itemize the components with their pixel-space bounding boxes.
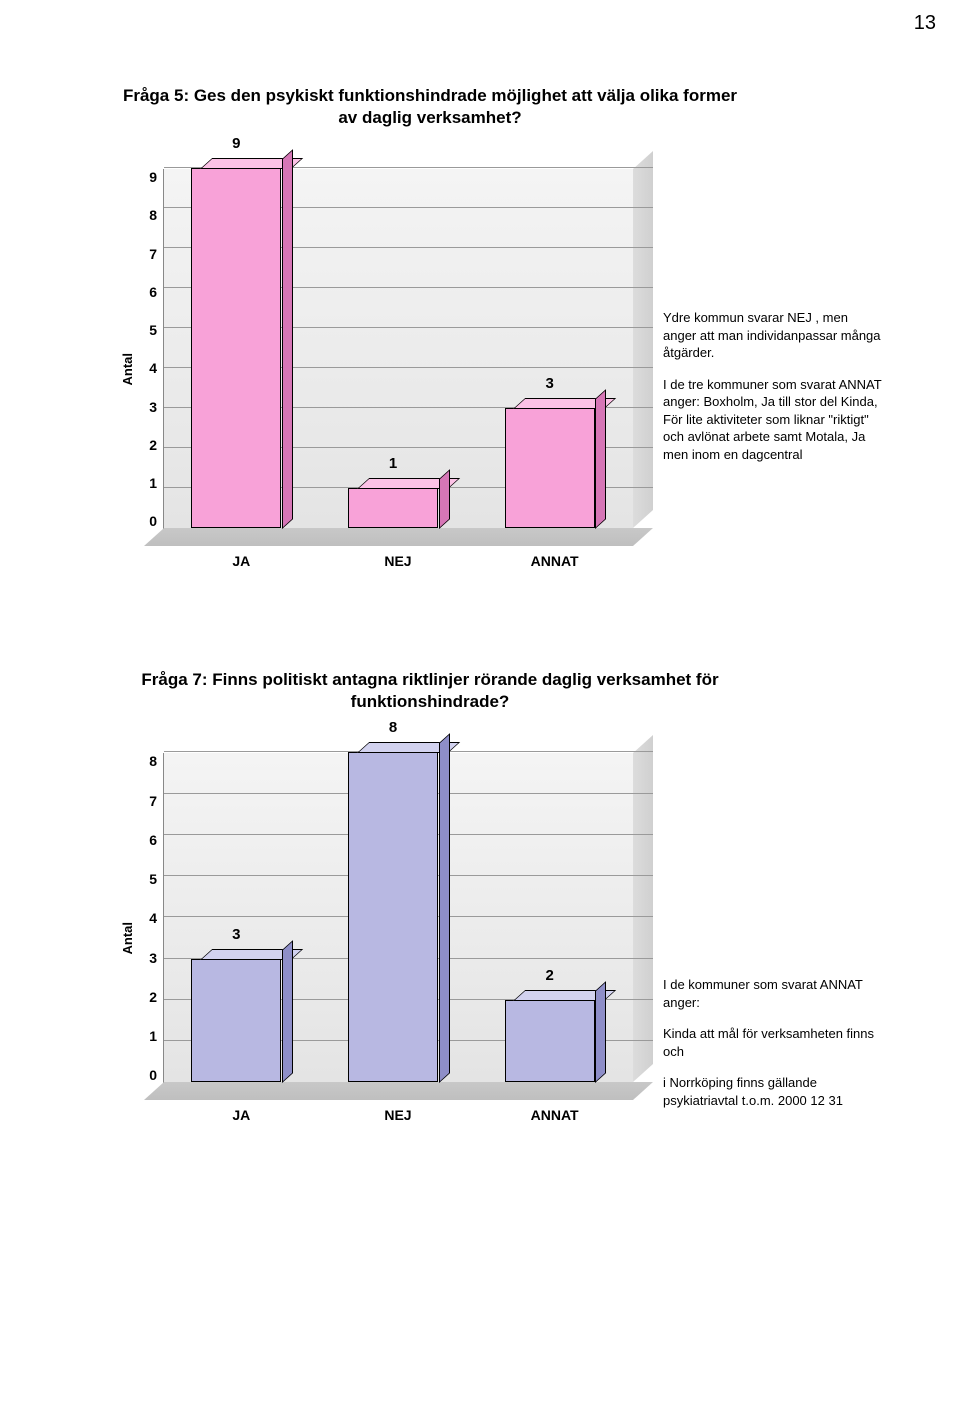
xlabel-annat: ANNAT	[476, 553, 633, 569]
xlabel-nej: NEJ	[320, 1107, 477, 1123]
bar-value: 9	[192, 135, 280, 152]
chart1-plot: 9 1 3	[163, 169, 633, 529]
ytick: 7	[141, 246, 157, 262]
bar-value: 8	[349, 719, 437, 736]
chart2-xlabels: JANEJANNAT	[163, 1107, 633, 1123]
chart2-plot: 382	[163, 753, 633, 1083]
chart2-floor	[144, 1082, 653, 1100]
chart2-note1: I de kommuner som svarat ANNAT anger:	[663, 976, 883, 1011]
ytick: 0	[141, 513, 157, 529]
chart1-title: Fråga 5: Ges den psykiskt funktionshindr…	[120, 85, 740, 129]
bar-annat: 2	[505, 1000, 595, 1083]
chart2-note2: Kinda att mål för verksamheten finns och	[663, 1025, 883, 1060]
ytick: 1	[141, 1028, 157, 1044]
xlabel-annat: ANNAT	[476, 1107, 633, 1123]
bar-ja: 3	[191, 959, 281, 1083]
chart2-ylabel: Antal	[120, 922, 135, 955]
chart2-wall	[633, 735, 653, 1082]
bar-value: 3	[192, 926, 280, 943]
xlabel-nej: NEJ	[320, 553, 477, 569]
ytick: 8	[141, 753, 157, 769]
bar-nej: 8	[348, 752, 438, 1082]
bar-annat: 3	[505, 408, 595, 528]
bar-side	[439, 733, 450, 1082]
ytick: 5	[141, 871, 157, 887]
chart1-yticks: 0 1 2 3 4 5 6 7 8 9	[141, 169, 163, 529]
bar-side	[282, 940, 293, 1083]
ytick: 2	[141, 989, 157, 1005]
chart-2: Fråga 7: Finns politiskt antagna riktlin…	[120, 669, 900, 1123]
xlabel-ja: JA	[163, 1107, 320, 1123]
bar-side	[439, 469, 450, 528]
bar-value: 2	[506, 967, 594, 984]
ytick: 4	[141, 360, 157, 376]
bar-value: 3	[506, 375, 594, 392]
chart1-floor	[144, 528, 653, 546]
bar-ja: 9	[191, 168, 281, 528]
chart2-notes: I de kommuner som svarat ANNAT anger: Ki…	[663, 976, 883, 1123]
ytick: 6	[141, 284, 157, 300]
chart1-note1: Ydre kommun svarar NEJ , men anger att m…	[663, 309, 883, 362]
page-number: 13	[0, 0, 960, 35]
chart-1: Fråga 5: Ges den psykiskt funktionshindr…	[120, 85, 900, 569]
chart2-note3: i Norrköping finns gällande psykiatriavt…	[663, 1074, 883, 1109]
ytick: 8	[141, 207, 157, 223]
chart1-xlabels: JANEJANNAT	[163, 553, 633, 569]
ytick: 9	[141, 169, 157, 185]
bar-side	[282, 149, 293, 528]
ytick: 4	[141, 910, 157, 926]
ytick: 3	[141, 950, 157, 966]
xlabel-ja: JA	[163, 553, 320, 569]
ytick: 0	[141, 1067, 157, 1083]
bar-side	[595, 389, 606, 528]
chart2-title: Fråga 7: Finns politiskt antagna riktlin…	[120, 669, 740, 713]
bar-side	[595, 981, 606, 1083]
ytick: 3	[141, 399, 157, 415]
ytick: 7	[141, 793, 157, 809]
chart2-yticks: 0 1 2 3 4 5 6 7 8	[141, 753, 163, 1083]
chart1-ylabel: Antal	[120, 353, 135, 386]
ytick: 2	[141, 437, 157, 453]
ytick: 6	[141, 832, 157, 848]
chart1-notes: Ydre kommun svarar NEJ , men anger att m…	[663, 169, 883, 569]
chart1-note2: I de tre kommuner som svarat ANNAT anger…	[663, 376, 883, 464]
bar-value: 1	[349, 455, 437, 472]
bar-nej: 1	[348, 488, 438, 528]
ytick: 5	[141, 322, 157, 338]
ytick: 1	[141, 475, 157, 491]
